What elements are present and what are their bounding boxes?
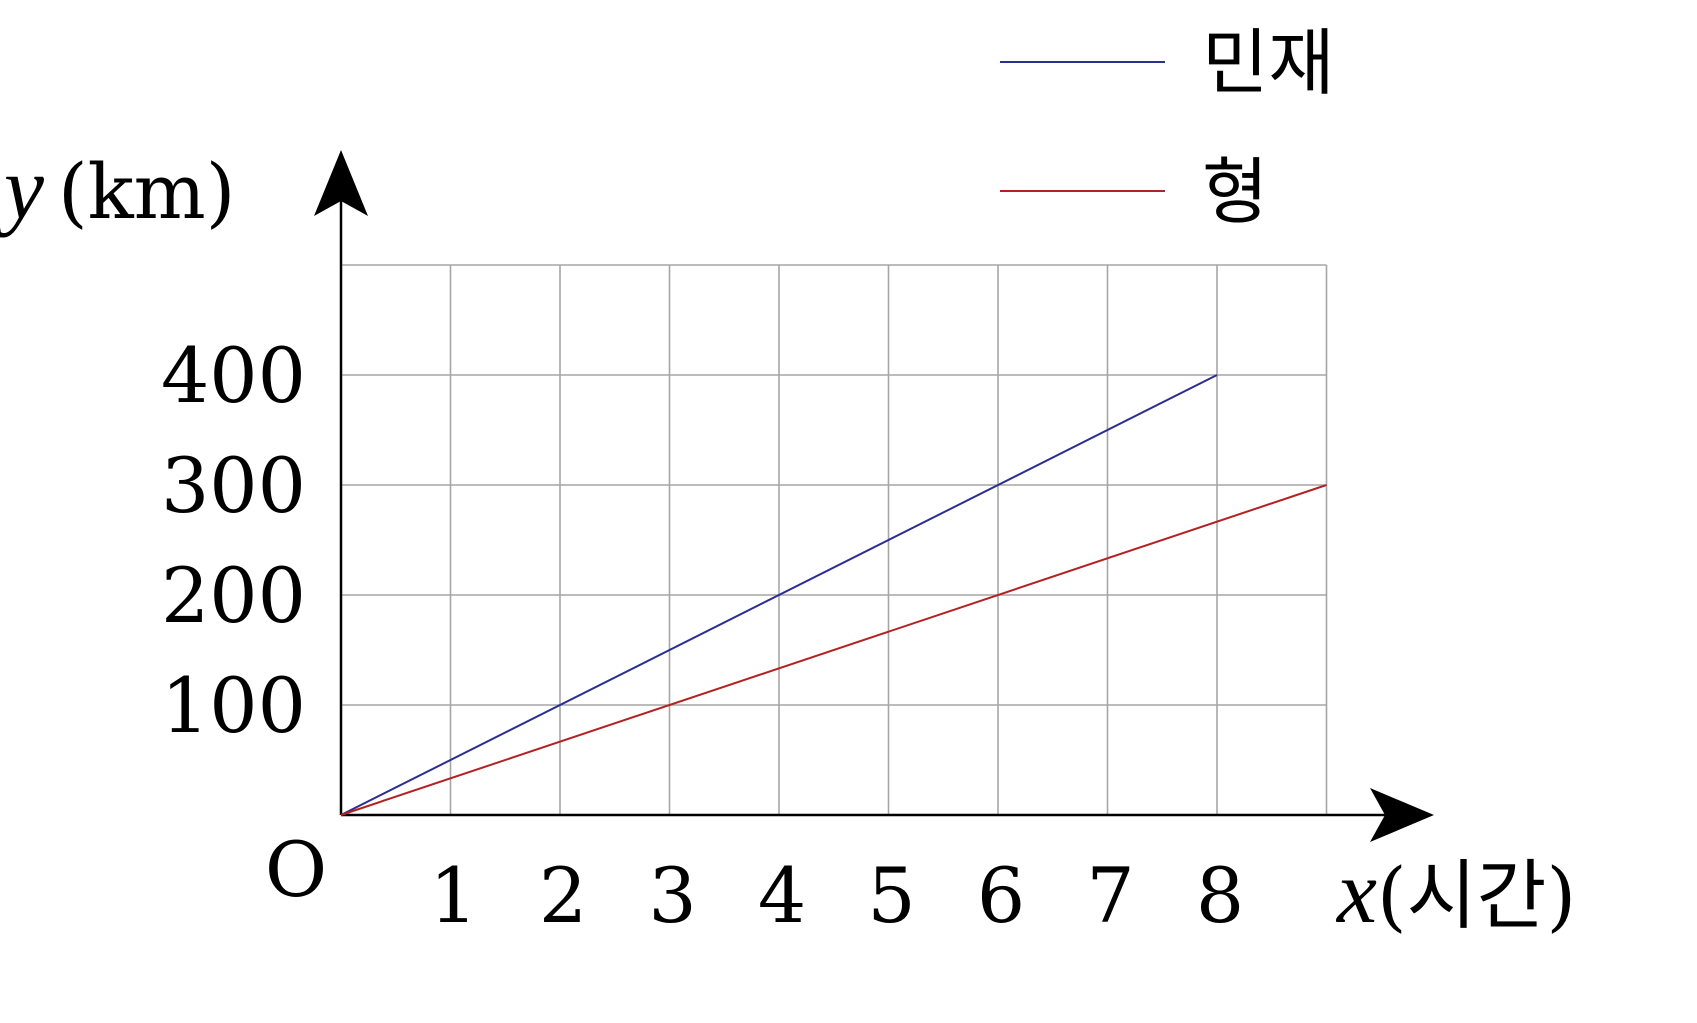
- x-tick-label: 3: [648, 851, 696, 940]
- legend-label-hyeong: 형: [1202, 150, 1268, 234]
- y-axis-unit: (km): [58, 147, 235, 236]
- origin-label: O: [265, 825, 327, 914]
- x-axis-variable: x: [1335, 843, 1377, 942]
- grid: [341, 264, 1328, 815]
- series-lines: [340, 374, 1327, 816]
- x-axis-unit: (시간): [1377, 851, 1576, 940]
- axes: [314, 150, 1434, 842]
- x-axis-label: x(시간): [1335, 843, 1576, 942]
- y-axis-arrow-icon: [314, 150, 368, 216]
- legend: 민재 형: [1000, 21, 1334, 234]
- legend-label-minjae: 민재: [1202, 21, 1334, 105]
- y-tick-label: 200: [161, 551, 306, 640]
- x-tick-label: 5: [867, 851, 915, 940]
- x-tick-label: 8: [1196, 851, 1244, 940]
- x-tick-label: 6: [977, 851, 1025, 940]
- y-axis-label: y (km): [0, 139, 235, 238]
- y-tick-label: 400: [161, 331, 306, 420]
- x-tick-label: 4: [758, 851, 806, 940]
- x-tick-label: 2: [539, 851, 587, 940]
- series-line-0: [340, 374, 1218, 816]
- x-axis-arrow-icon: [1370, 788, 1434, 842]
- y-axis-variable: y: [0, 139, 44, 238]
- x-tick-label: 1: [429, 851, 477, 940]
- tick-labels: 1 2 3 4 5 6 7 8 100 200 300 400: [161, 331, 1244, 940]
- y-tick-label: 100: [161, 661, 306, 750]
- series-line-1: [340, 484, 1327, 816]
- x-tick-label: 7: [1086, 851, 1134, 940]
- y-tick-label: 300: [161, 441, 306, 530]
